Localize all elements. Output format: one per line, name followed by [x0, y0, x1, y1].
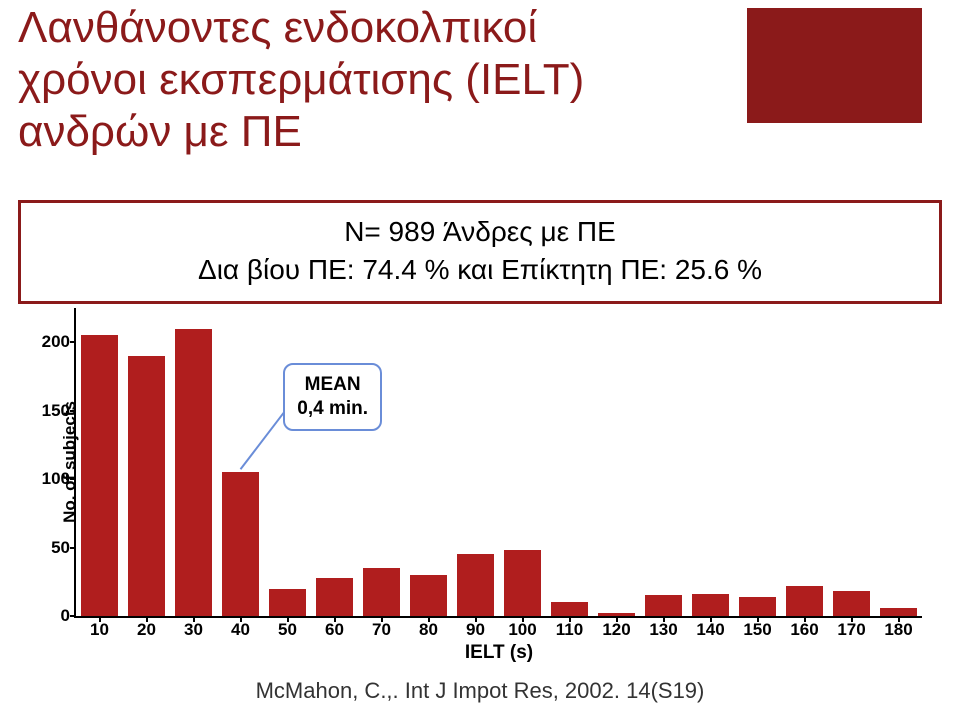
- bar: [363, 568, 400, 616]
- bar: [175, 329, 212, 616]
- bar: [880, 608, 917, 616]
- bar: [504, 550, 541, 616]
- bar: [81, 335, 118, 616]
- bar: [692, 594, 729, 616]
- mean-callout: MEAN0,4 min.: [283, 363, 382, 431]
- bar: [128, 356, 165, 616]
- bar: [457, 554, 494, 616]
- sample-info-box: N= 989 Άνδρες με ΠΕ Δια βίου ΠΕ: 74.4 % …: [18, 200, 942, 304]
- bar: [410, 575, 447, 616]
- citation-text: McMahon, C.,. Int J Impot Res, 2002. 14(…: [0, 678, 960, 704]
- slide-title: Λανθάνοντες ενδοκολπικοί χρόνοι εκσπερμά…: [18, 2, 638, 158]
- bar: [269, 589, 306, 616]
- plot-area: No. of subjects IELT (s) 050100150200102…: [74, 308, 922, 618]
- bar: [551, 602, 588, 616]
- bar: [222, 472, 259, 616]
- bar: [645, 595, 682, 616]
- bar: [833, 591, 870, 616]
- bar: [739, 597, 776, 616]
- ielt-histogram: No. of subjects IELT (s) 050100150200102…: [18, 300, 942, 660]
- bar: [316, 578, 353, 616]
- corner-decoration: [747, 8, 922, 123]
- info-line-2: Δια βίου ΠΕ: 74.4 % και Επίκτητη ΠΕ: 25.…: [35, 251, 925, 289]
- bar: [786, 586, 823, 616]
- info-line-1: N= 989 Άνδρες με ΠΕ: [35, 213, 925, 251]
